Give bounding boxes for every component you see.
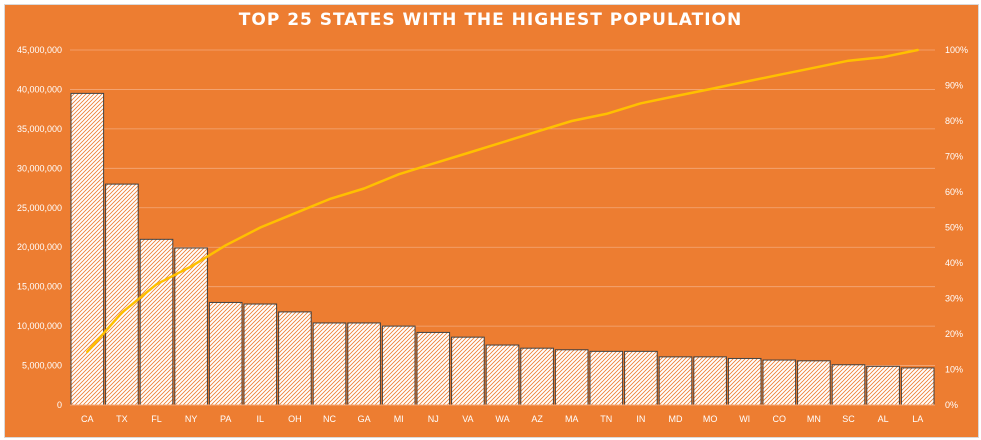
- right-tick-label: 50%: [945, 223, 963, 233]
- bar: [520, 347, 554, 406]
- bar: [589, 350, 624, 406]
- bar: [658, 356, 693, 406]
- left-tick-label: 30,000,000: [17, 163, 62, 173]
- right-axis: 0% 10% 20% 30% 40% 50% 60% 70% 80% 90% 100%: [945, 45, 968, 410]
- bar: [208, 301, 243, 406]
- x-tick-label: PA: [220, 414, 231, 424]
- gridlines: [70, 49, 935, 366]
- bar: [485, 344, 520, 406]
- bar: [174, 247, 208, 406]
- bar: [451, 336, 485, 406]
- x-tick-label: WI: [739, 414, 750, 424]
- x-tick-label: MA: [565, 414, 579, 424]
- x-tick-label: FL: [151, 414, 162, 424]
- x-tick-label: WA: [495, 414, 509, 424]
- bar-series: [70, 92, 935, 406]
- x-tick-label: GA: [358, 414, 371, 424]
- left-tick-label: 20,000,000: [17, 242, 62, 252]
- cumulative-line-series: [86, 48, 919, 354]
- bar: [312, 322, 347, 406]
- bar: [105, 183, 139, 406]
- x-tick-label: MI: [394, 414, 404, 424]
- bar: [416, 331, 451, 406]
- x-tick-label: NY: [185, 414, 198, 424]
- chart-title: TOP 25 STATES WITH THE HIGHEST POPULATIO…: [238, 10, 743, 30]
- x-tick-label: MD: [669, 414, 683, 424]
- x-tick-label: OH: [288, 414, 302, 424]
- left-axis: 0 5,000,000 10,000,000 15,000,000 20,000,000…: [17, 45, 62, 410]
- right-tick-label: 90%: [945, 81, 963, 91]
- right-tick-label: 30%: [945, 294, 963, 304]
- left-tick-label: 5,000,000: [22, 361, 62, 371]
- right-tick-label: 80%: [945, 116, 963, 126]
- x-tick-label: MO: [703, 414, 718, 424]
- bar: [381, 325, 416, 406]
- bar: [139, 238, 174, 406]
- bar: [762, 359, 797, 406]
- x-tick-label: TX: [116, 414, 128, 424]
- x-tick-label: AL: [878, 414, 889, 424]
- left-tick-label: 15,000,000: [17, 282, 62, 292]
- x-tick-label: CA: [81, 414, 94, 424]
- x-tick-label: NJ: [428, 414, 439, 424]
- x-tick-label: LA: [912, 414, 923, 424]
- bar: [900, 367, 935, 406]
- left-tick-label: 10,000,000: [17, 321, 62, 331]
- bar: [831, 364, 866, 406]
- bar: [278, 311, 312, 406]
- bar: [693, 356, 727, 406]
- right-tick-label: 40%: [945, 258, 963, 268]
- right-tick-label: 20%: [945, 329, 963, 339]
- x-tick-label: IN: [636, 414, 645, 424]
- bar: [797, 360, 831, 406]
- bar: [866, 365, 900, 406]
- x-tick-label: SC: [842, 414, 855, 424]
- cumulative-line: [86, 48, 919, 354]
- bar: [727, 357, 762, 406]
- bar: [624, 350, 658, 406]
- left-tick-label: 45,000,000: [17, 45, 62, 55]
- x-tick-label: IL: [257, 414, 265, 424]
- x-tick-label: CO: [773, 414, 787, 424]
- left-tick-label: 0: [57, 400, 62, 410]
- x-tick-label: VA: [462, 414, 473, 424]
- bar: [243, 303, 278, 406]
- right-tick-label: 0%: [945, 400, 958, 410]
- left-tick-label: 40,000,000: [17, 84, 62, 94]
- x-tick-label: AZ: [531, 414, 543, 424]
- right-tick-label: 60%: [945, 187, 963, 197]
- x-tick-label: NC: [323, 414, 336, 424]
- left-tick-label: 25,000,000: [17, 203, 62, 213]
- right-tick-label: 70%: [945, 152, 963, 162]
- bar: [70, 92, 105, 406]
- x-axis: CA TX FL NY PA IL OH NC GA MI NJ VA WA AZ MA TN IN MD MO WI…: [70, 404, 935, 424]
- right-tick-label: 10%: [945, 365, 963, 375]
- right-tick-label: 100%: [945, 45, 968, 55]
- bar: [554, 349, 589, 406]
- x-tick-label: TN: [600, 414, 612, 424]
- x-tick-label: MN: [807, 414, 821, 424]
- bar: [347, 322, 381, 406]
- left-tick-label: 35,000,000: [17, 124, 62, 134]
